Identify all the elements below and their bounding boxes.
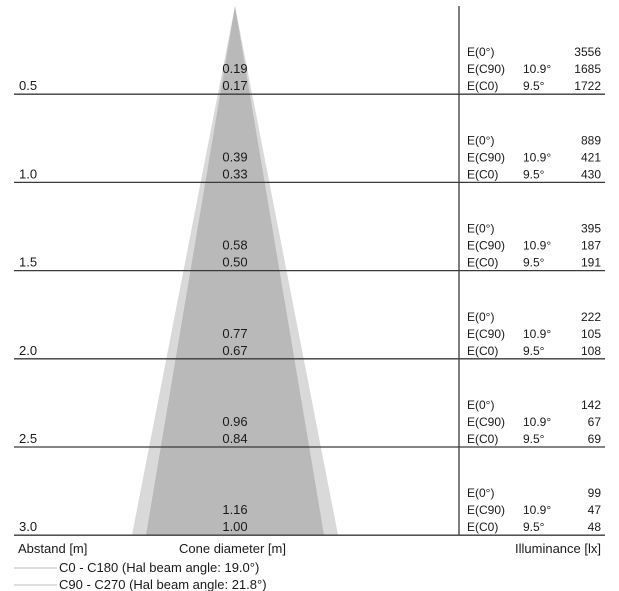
illuminance-value: 142 — [581, 398, 601, 412]
illuminance-value: 47 — [588, 503, 602, 517]
distance-row: 1.0 0.39 0.33 E(0°) 889 E(C90) 10.9° 421 E(C0) 9.… — [14, 133, 605, 184]
beam-angle-value: 9.5° — [523, 256, 545, 270]
beam-angle-value: 9.5° — [523, 79, 545, 93]
illuminance-label: E(0°) — [467, 398, 494, 412]
beam-angle-value: 10.9° — [523, 503, 551, 517]
illuminance-value: 3556 — [574, 45, 601, 59]
beam-angle-value: 9.5° — [523, 344, 545, 358]
beam-angle-value: 10.9° — [523, 62, 551, 76]
cone-diameter-c0: 1.00 — [222, 519, 247, 534]
cone-diameter-c90: 0.96 — [222, 414, 247, 429]
illuminance-value: 69 — [588, 432, 602, 446]
illuminance-value: 105 — [581, 327, 601, 341]
beam-angle-value: 10.9° — [523, 239, 551, 253]
illuminance-value: 1685 — [574, 62, 601, 76]
illuminance-label: E(C90) — [467, 415, 505, 429]
illuminance-value: 108 — [581, 344, 601, 358]
distance-row: 1.5 0.58 0.50 E(0°) 395 E(C90) 10.9° 187 E(C0) 9.… — [14, 222, 605, 272]
cone-diameter-c0: 0.33 — [222, 166, 247, 181]
illuminance-value: 191 — [581, 256, 601, 270]
illuminance-value: 99 — [588, 486, 602, 500]
distance-row: 0.5 0.19 0.17 E(0°) 3556 E(C90) 10.9° 1685 E(C0)… — [14, 45, 605, 95]
beam-angle-value: 10.9° — [523, 415, 551, 429]
illuminance-label: E(C0) — [467, 344, 498, 358]
cone-diameter-c90: 0.19 — [222, 61, 247, 76]
cone-diameter-c90: 0.77 — [222, 326, 247, 341]
cone-diameter-c90: 0.39 — [222, 149, 247, 164]
illuminance-label: E(0°) — [467, 45, 494, 59]
illuminance-label: E(C0) — [467, 520, 498, 534]
illuminance-label: E(C0) — [467, 256, 498, 270]
distance-rows: 0.5 0.19 0.17 E(0°) 3556 E(C90) 10.9° 1685 E(C0)… — [14, 45, 605, 536]
legend-c90-c270: C90 - C270 (Hal beam angle: 21.8°) — [59, 577, 267, 591]
cone-diameter-c0: 0.50 — [222, 255, 247, 270]
beam-angle-value: 9.5° — [523, 520, 545, 534]
cone-diameter-c0: 0.84 — [222, 431, 247, 446]
distance-axis-label: Abstand [m] — [18, 541, 87, 556]
legend-c0-c180: C0 - C180 (Hal beam angle: 19.0°) — [59, 560, 259, 575]
illuminance-label: E(C0) — [467, 432, 498, 446]
distance-value: 2.0 — [19, 343, 37, 358]
cone-diameter-c90: 1.16 — [222, 502, 247, 517]
illuminance-label: E(C0) — [467, 167, 498, 181]
beam-angle-value: 9.5° — [523, 432, 545, 446]
illuminance-label: E(C90) — [467, 150, 505, 164]
illuminance-label: E(C90) — [467, 62, 505, 76]
cone-diameter-c0: 0.17 — [222, 78, 247, 93]
illuminance-label: E(0°) — [467, 133, 494, 147]
illuminance-value: 48 — [588, 520, 602, 534]
distance-value: 3.0 — [19, 519, 37, 534]
illuminance-value: 67 — [588, 415, 602, 429]
illuminance-value: 222 — [581, 310, 601, 324]
distance-value: 0.5 — [19, 78, 37, 93]
illuminance-label: E(C90) — [467, 239, 505, 253]
distance-value: 1.0 — [19, 166, 37, 181]
distance-row: 2.5 0.96 0.84 E(0°) 142 E(C90) 10.9° 67 E(C0) 9.5… — [14, 398, 605, 448]
cone-diameter-axis-label: Cone diameter [m] — [179, 541, 286, 556]
illuminance-label: E(C90) — [467, 327, 505, 341]
illuminance-value: 421 — [581, 150, 601, 164]
illuminance-axis-label: Illuminance [lx] — [515, 541, 601, 556]
illuminance-value: 395 — [581, 222, 601, 236]
illuminance-value: 889 — [581, 133, 601, 147]
cone-diameter-c90: 0.58 — [222, 238, 247, 253]
distance-row: 2.0 0.77 0.67 E(0°) 222 E(C90) 10.9° 105 E(C0) 9.… — [14, 310, 605, 360]
illuminance-value: 1722 — [574, 79, 601, 93]
illuminance-label: E(0°) — [467, 486, 494, 500]
beam-angle-value: 9.5° — [523, 167, 545, 181]
beam-angle-value: 10.9° — [523, 150, 551, 164]
illuminance-label: E(0°) — [467, 310, 494, 324]
beam-angle-value: 10.9° — [523, 327, 551, 341]
illuminance-label: E(C90) — [467, 503, 505, 517]
illuminance-value: 187 — [581, 239, 601, 253]
cone-diameter-c0: 0.67 — [222, 343, 247, 358]
illuminance-label: E(0°) — [467, 222, 494, 236]
illuminance-value: 430 — [581, 167, 601, 181]
distance-row: 3.0 1.16 1.00 E(0°) 99 E(C90) 10.9° 47 E(C0) 9.5°… — [14, 486, 605, 536]
distance-value: 1.5 — [19, 255, 37, 270]
illuminance-label: E(C0) — [467, 79, 498, 93]
distance-value: 2.5 — [19, 431, 37, 446]
